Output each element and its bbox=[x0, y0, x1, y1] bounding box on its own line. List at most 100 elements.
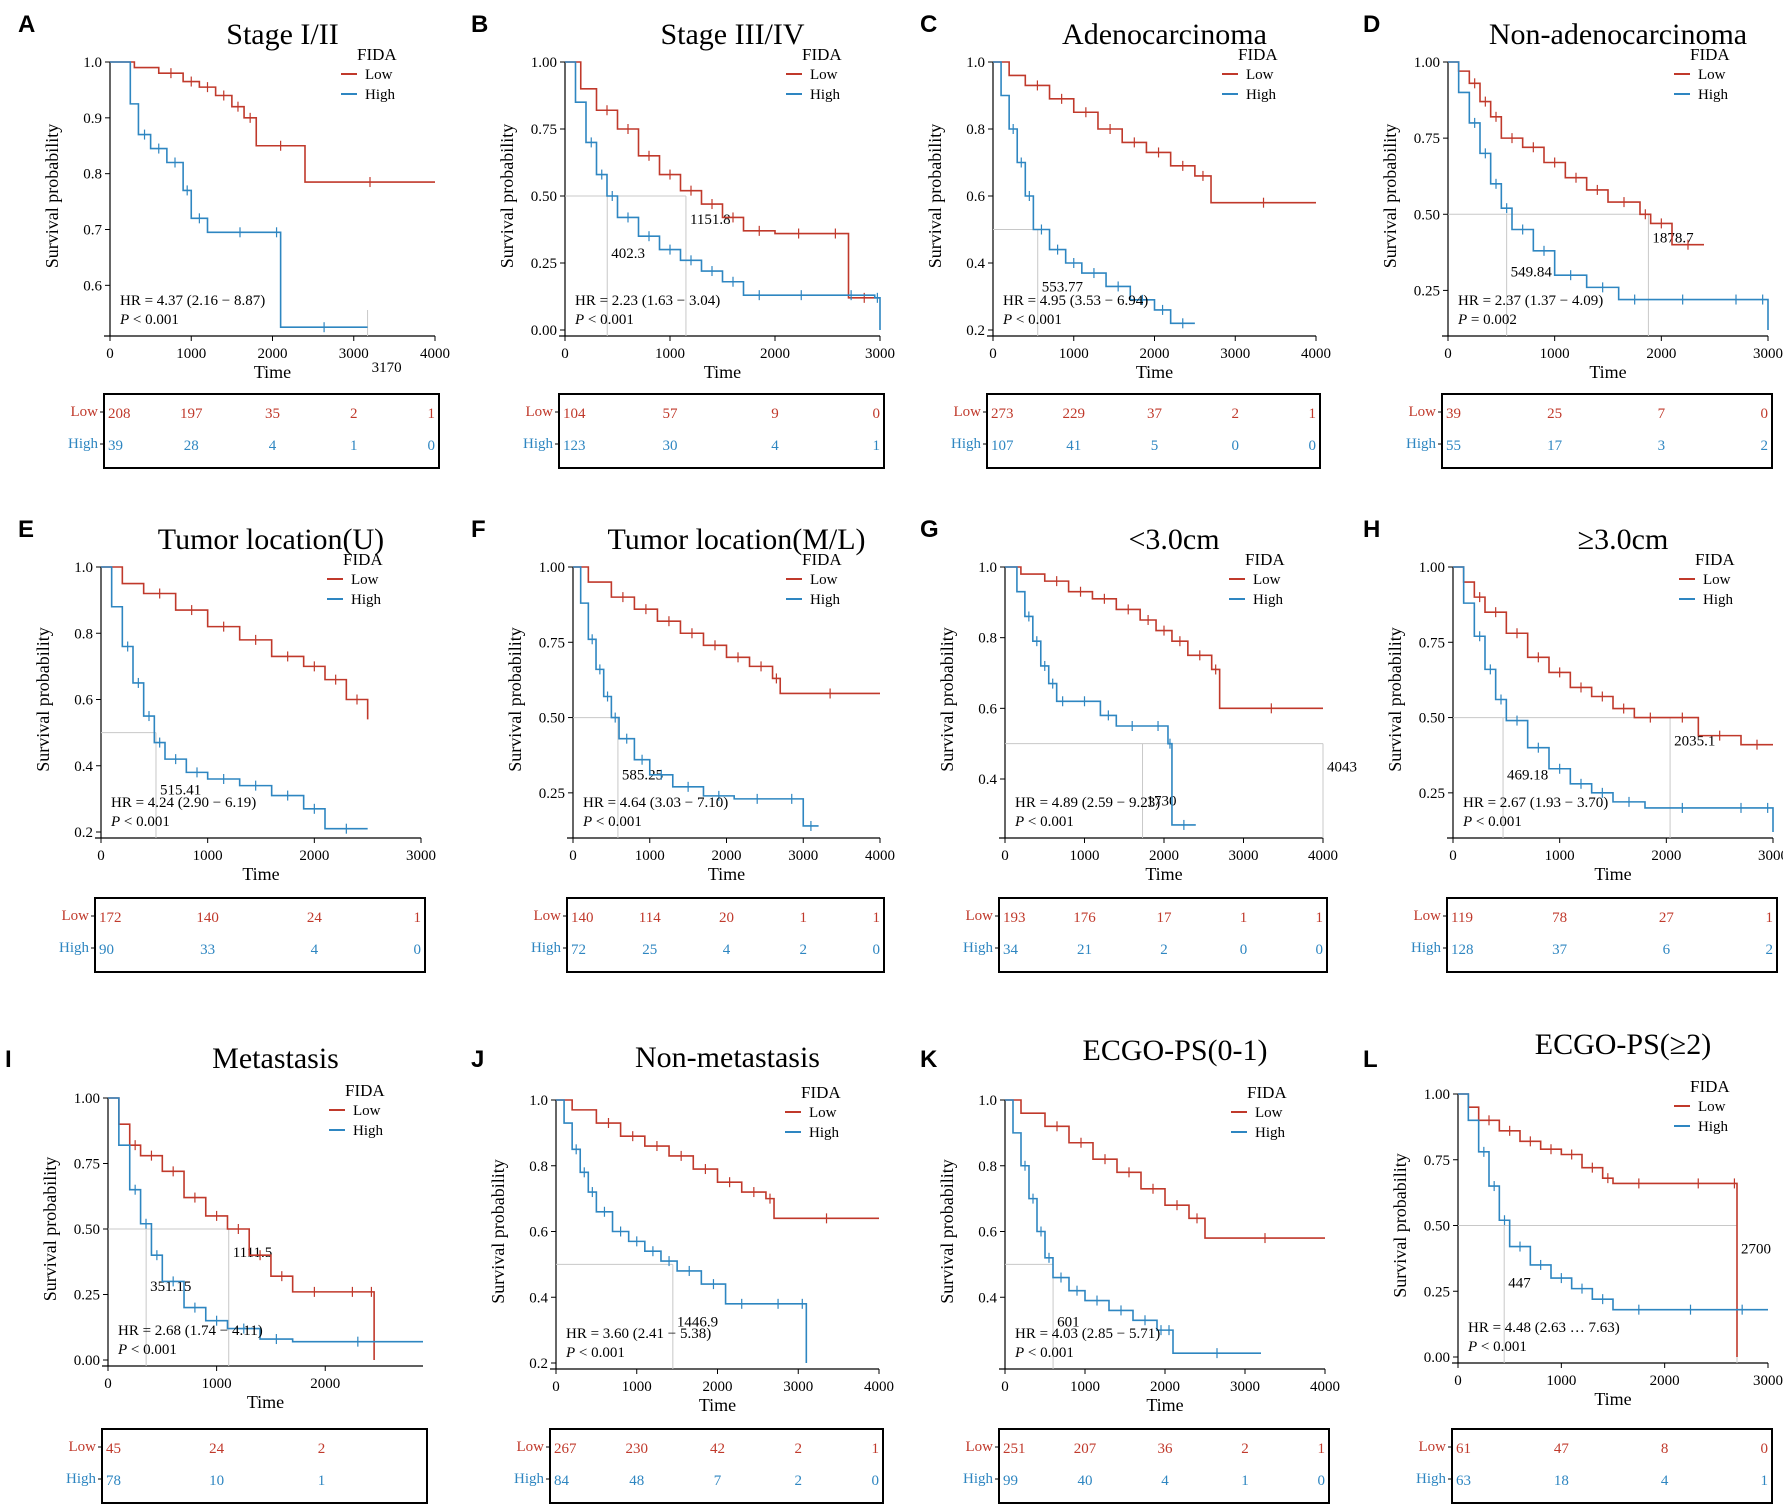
hr-annotation: HR = 2.67 (1.93 − 3.70) bbox=[1463, 795, 1608, 811]
x-tick-label: 1000 bbox=[1070, 848, 1100, 864]
y-tick-label: 0.6 bbox=[978, 701, 997, 717]
risk-count-high: 10 bbox=[209, 1473, 224, 1489]
panel-title: Tumor location(U) bbox=[158, 523, 384, 556]
x-tick-label: 3000 bbox=[1758, 848, 1783, 864]
median-label: 469.18 bbox=[1507, 768, 1548, 784]
panel-c: C Adenocarcinoma 0.2 0.4 0.6 0.8 1.0 0 1000 2000 3… bbox=[920, 11, 1331, 469]
median-label: 3170 bbox=[372, 360, 402, 376]
risk-count-low: 0 bbox=[1761, 1441, 1769, 1457]
risk-row-label-low: Low bbox=[1409, 404, 1437, 420]
y-tick-label: 1.00 bbox=[1424, 1087, 1450, 1103]
y-tick-label: 0.8 bbox=[74, 626, 93, 642]
panel-letter: I bbox=[5, 1046, 12, 1073]
risk-table-box bbox=[1441, 393, 1773, 469]
x-tick-label: 0 bbox=[1001, 1379, 1009, 1395]
panel-title: ≥3.0cm bbox=[1578, 523, 1669, 556]
survival-curve-high bbox=[565, 61, 881, 330]
risk-table-box bbox=[558, 393, 885, 469]
risk-count-high: 0 bbox=[1232, 438, 1240, 454]
hr-annotation: HR = 2.37 (1.37 − 4.09) bbox=[1458, 293, 1603, 309]
y-tick-label: 0.2 bbox=[966, 323, 985, 339]
x-tick-label: 1000 bbox=[1545, 848, 1575, 864]
panel-letter: F bbox=[471, 516, 486, 543]
legend-label-low: Low bbox=[351, 572, 379, 588]
y-tick-label: 0.4 bbox=[966, 256, 985, 272]
risk-count-high: 2 bbox=[800, 942, 808, 958]
x-tick-label: 2000 bbox=[1646, 346, 1676, 362]
x-tick-label: 1000 bbox=[1540, 346, 1570, 362]
panel-letter: A bbox=[18, 11, 35, 38]
risk-count-high: 33 bbox=[200, 942, 215, 958]
x-tick-label: 3000 bbox=[1753, 346, 1783, 362]
p-annotation: P < 0.001 bbox=[119, 312, 179, 328]
risk-row-label-high: High bbox=[963, 1471, 994, 1487]
survival-curve-high bbox=[573, 566, 819, 827]
y-tick-label: 0.8 bbox=[83, 167, 102, 183]
risk-count-high: 78 bbox=[106, 1473, 121, 1489]
y-tick-label: 1.00 bbox=[1414, 55, 1440, 71]
risk-count-high: 4 bbox=[269, 438, 277, 454]
risk-count-low: 20 bbox=[719, 910, 734, 926]
y-tick-label: 0.8 bbox=[978, 1159, 997, 1175]
p-annotation: P < 0.001 bbox=[574, 312, 634, 328]
risk-count-high: 4 bbox=[723, 942, 731, 958]
risk-count-high: 1 bbox=[873, 438, 881, 454]
y-tick-label: 0.2 bbox=[529, 1356, 548, 1372]
x-tick-label: 0 bbox=[1444, 346, 1452, 362]
median-label: 1111.5 bbox=[233, 1245, 273, 1261]
risk-count-high: 21 bbox=[1077, 942, 1092, 958]
panel-a: A Stage I/II 0.6 0.7 0.8 0.9 1.0 0 1000 2000 3000 4… bbox=[18, 11, 450, 469]
p-symbol: P bbox=[1467, 1339, 1477, 1355]
risk-count-low: 114 bbox=[639, 910, 661, 926]
risk-count-high: 39 bbox=[108, 438, 123, 454]
risk-count-low: 1 bbox=[800, 910, 808, 926]
survival-curve-low bbox=[1453, 566, 1773, 746]
x-tick-label: 4000 bbox=[1308, 848, 1338, 864]
legend-label-low: Low bbox=[810, 67, 838, 83]
x-tick-label: 3000 bbox=[1220, 346, 1250, 362]
risk-count-high: 18 bbox=[1554, 1473, 1569, 1489]
median-label: 447 bbox=[1508, 1276, 1531, 1292]
risk-count-high: 1 bbox=[350, 438, 358, 454]
legend-label-low: Low bbox=[1703, 572, 1731, 588]
x-tick-label: 0 bbox=[552, 1379, 560, 1395]
risk-count-high: 40 bbox=[1078, 1473, 1093, 1489]
x-tick-label: 2000 bbox=[712, 848, 742, 864]
y-tick-label: 0.8 bbox=[966, 122, 985, 138]
risk-table-box bbox=[549, 1428, 884, 1504]
y-tick-label: 0.4 bbox=[529, 1290, 548, 1306]
risk-count-high: 84 bbox=[554, 1473, 570, 1489]
risk-count-high: 17 bbox=[1547, 438, 1563, 454]
panel-d: D Non-adenocarcinoma 0.25 0.50 0.75 1.00 0 1000… bbox=[1363, 11, 1783, 469]
panel-l: L ECGO-PS(≥2) 0.00 0.25 0.50 0.75 1.00 0 1000 200… bbox=[1363, 1028, 1783, 1504]
x-axis-label: Time bbox=[242, 864, 279, 884]
legend-label-low: Low bbox=[365, 67, 393, 83]
risk-row-label-low: Low bbox=[966, 1439, 994, 1455]
y-tick-label: 0.75 bbox=[74, 1157, 100, 1173]
survival-curve-low bbox=[1005, 566, 1323, 710]
risk-row-label-low: Low bbox=[69, 1439, 97, 1455]
y-axis-label: Survival probability bbox=[1380, 124, 1400, 268]
median-label: 4043 bbox=[1327, 760, 1357, 776]
risk-count-low: 35 bbox=[265, 406, 280, 422]
legend-label-high: High bbox=[810, 592, 841, 608]
y-axis-label: Survival probability bbox=[42, 124, 62, 268]
risk-count-low: 78 bbox=[1552, 910, 1567, 926]
x-tick-label: 3000 bbox=[783, 1379, 813, 1395]
panel-letter: J bbox=[471, 1046, 484, 1073]
y-tick-label: 0.50 bbox=[74, 1222, 100, 1238]
risk-count-low: 24 bbox=[307, 910, 323, 926]
y-tick-label: 0.75 bbox=[1419, 635, 1445, 651]
legend-label-low: Low bbox=[809, 1105, 837, 1121]
risk-count-high: 25 bbox=[642, 942, 657, 958]
legend-label-low: Low bbox=[1246, 67, 1274, 83]
x-tick-label: 1000 bbox=[635, 848, 665, 864]
legend-label-high: High bbox=[1698, 1119, 1729, 1135]
panel-k: K ECGO-PS(0-1)0.40.60.81.00 1000 2000 3000 40… bbox=[920, 1034, 1340, 1504]
survival-curve-high bbox=[1005, 566, 1196, 826]
risk-table-box bbox=[94, 897, 426, 973]
p-annotation: P < 0.001 bbox=[1014, 814, 1074, 830]
y-tick-label: 0.6 bbox=[978, 1225, 997, 1241]
panel-letter: B bbox=[471, 11, 488, 38]
legend-label-low: Low bbox=[1698, 67, 1726, 83]
